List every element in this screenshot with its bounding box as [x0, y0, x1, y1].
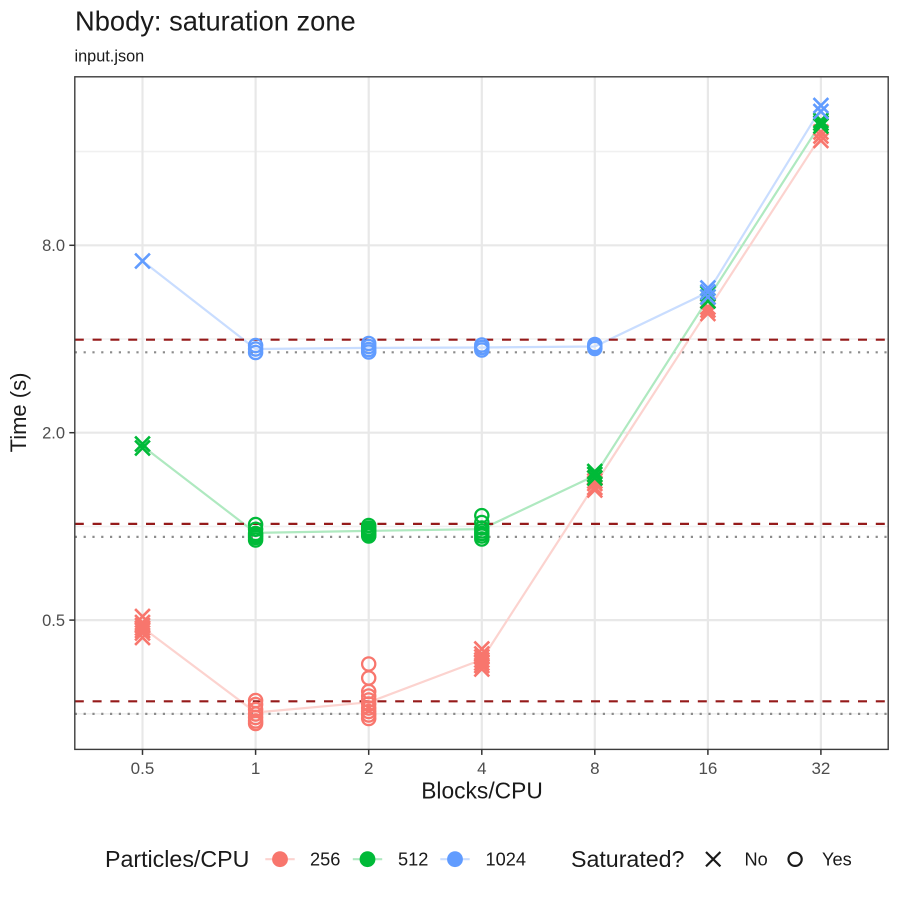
svg-text:No: No — [745, 849, 768, 869]
svg-text:Nbody: saturation zone: Nbody: saturation zone — [75, 6, 356, 37]
svg-text:1024: 1024 — [486, 849, 526, 869]
svg-text:8: 8 — [590, 759, 599, 778]
svg-text:Yes: Yes — [822, 849, 852, 869]
svg-text:0.5: 0.5 — [42, 612, 65, 630]
svg-text:16: 16 — [698, 759, 717, 778]
svg-text:256: 256 — [310, 849, 340, 869]
svg-text:Particles/CPU: Particles/CPU — [105, 846, 249, 872]
svg-text:0.5: 0.5 — [131, 759, 155, 778]
svg-text:input.json: input.json — [75, 47, 145, 65]
svg-text:Saturated?: Saturated? — [571, 846, 685, 872]
svg-text:4: 4 — [477, 759, 486, 778]
svg-text:2.0: 2.0 — [42, 425, 65, 443]
svg-text:2: 2 — [364, 759, 373, 778]
svg-text:1: 1 — [251, 759, 260, 778]
svg-text:Time (s): Time (s) — [6, 373, 31, 453]
svg-text:Blocks/CPU: Blocks/CPU — [421, 778, 543, 804]
svg-text:32: 32 — [811, 759, 830, 778]
svg-text:512: 512 — [398, 849, 428, 869]
svg-text:8.0: 8.0 — [42, 237, 65, 255]
